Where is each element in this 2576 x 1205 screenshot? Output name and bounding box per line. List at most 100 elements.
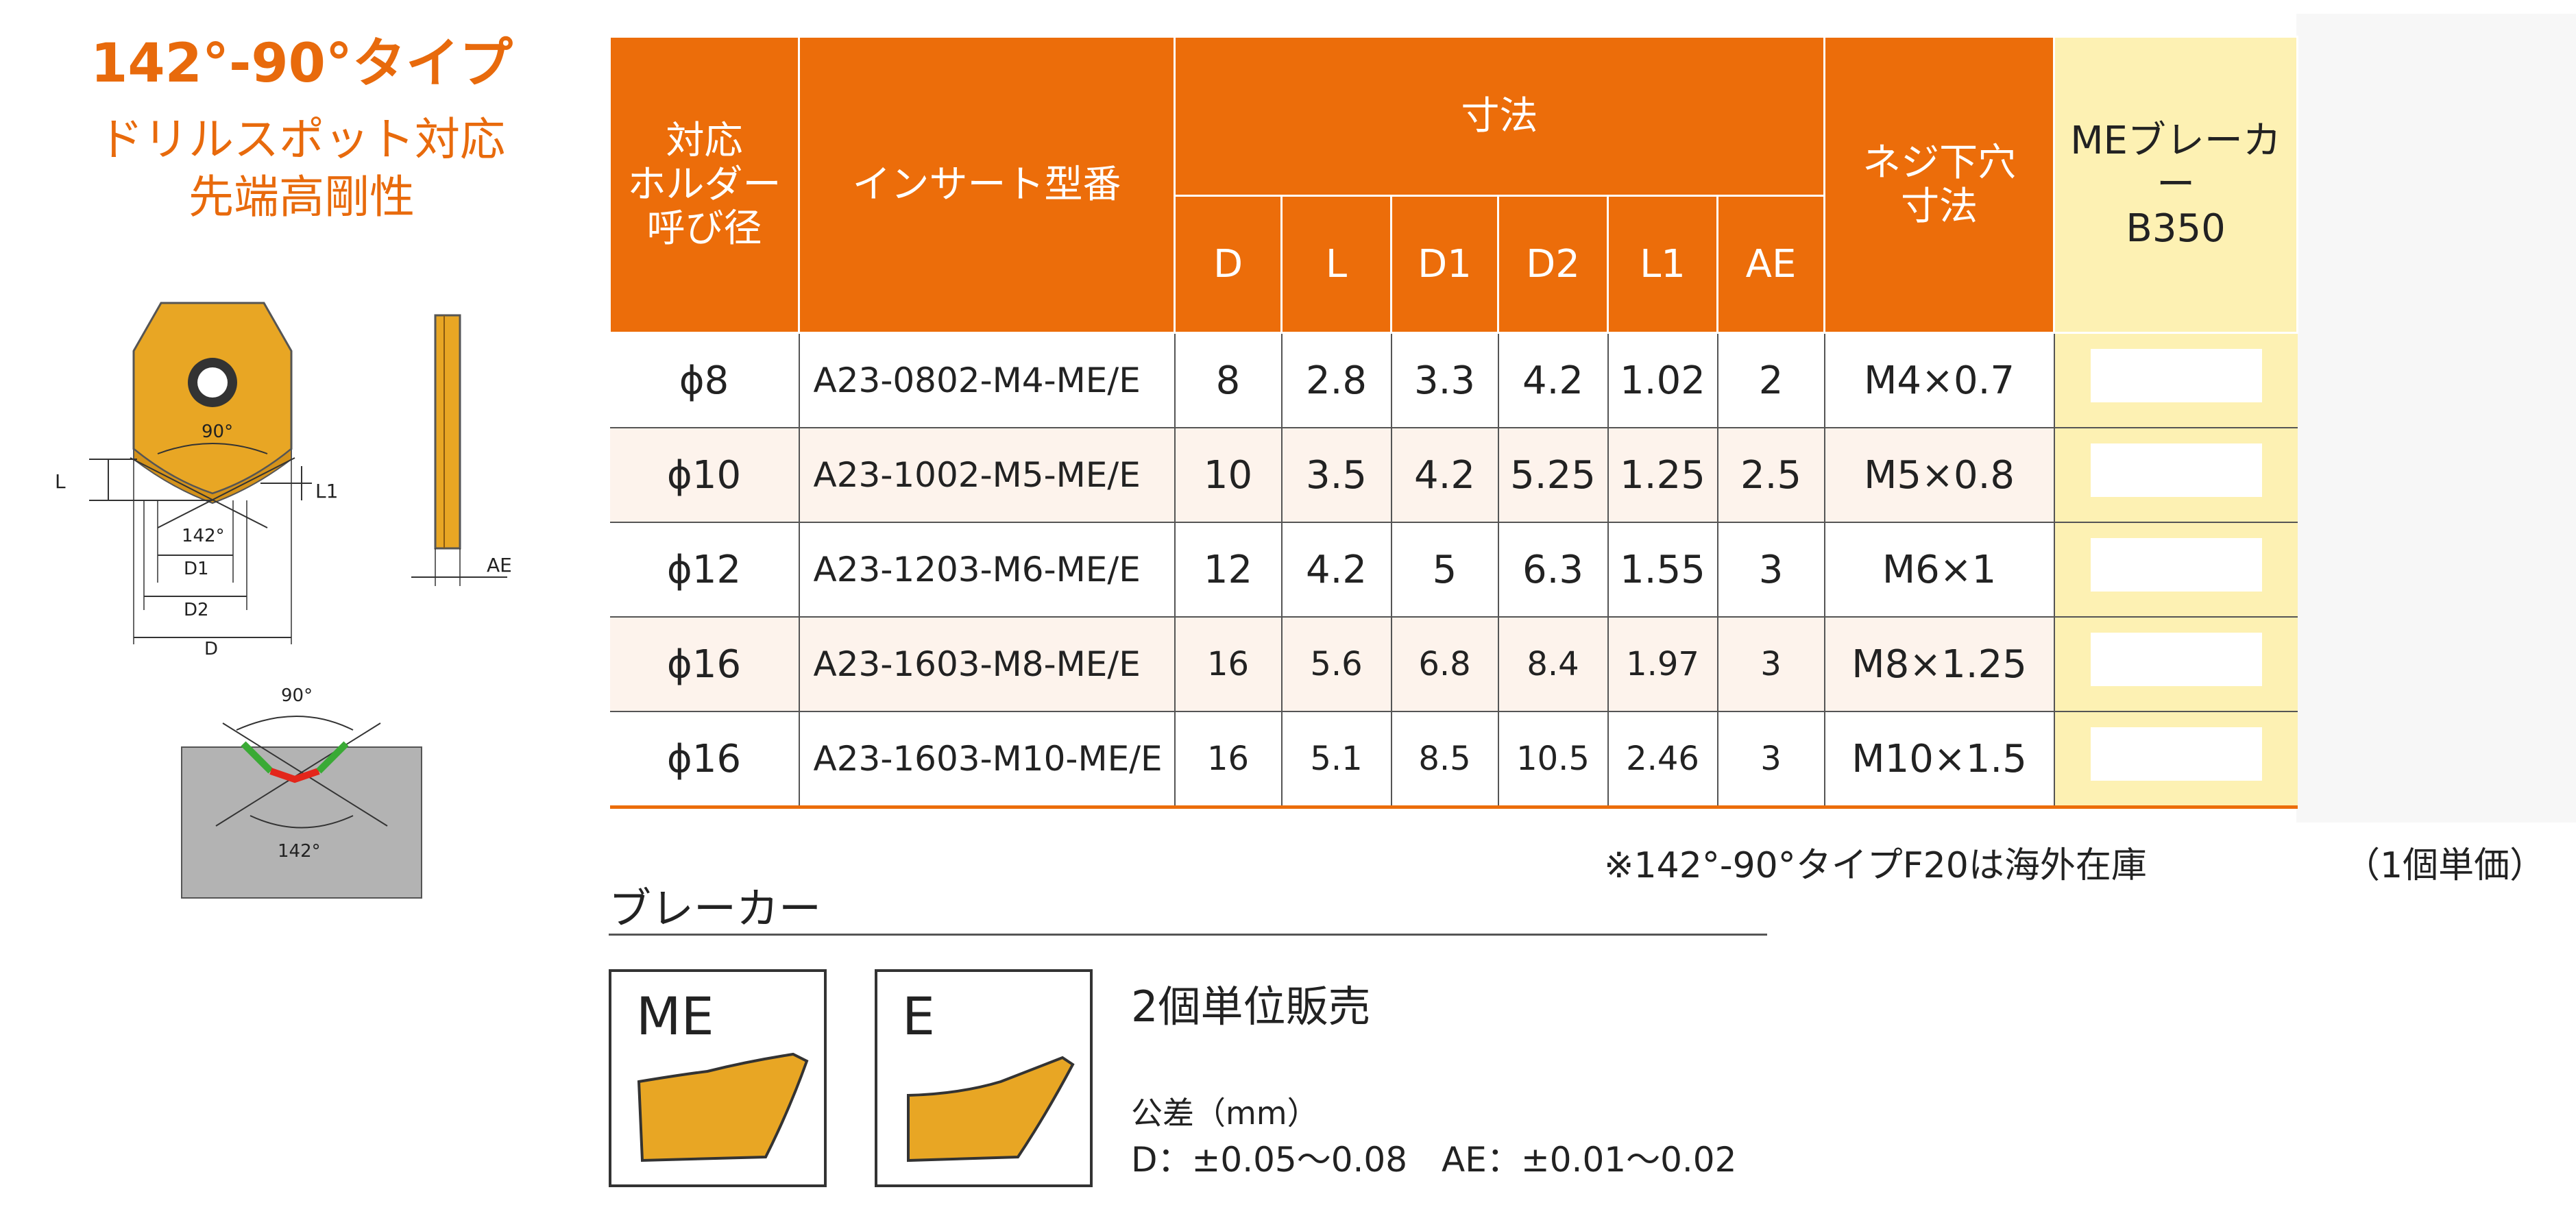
header-dim-l1: L1 <box>1607 195 1718 334</box>
subtitle-line: ドリルスポット対応 <box>98 113 505 166</box>
header-dim-d1: D1 <box>1390 195 1499 334</box>
cell-l: 5.6 <box>1281 617 1392 712</box>
header-dim-d2: D2 <box>1497 195 1609 334</box>
table-row: ϕ16 A23-1603-M8-ME/E 16 5.6 6.8 8.4 1.97… <box>609 617 2298 712</box>
header-thread-line: 寸法 <box>1901 184 1978 229</box>
cell-d: 16 <box>1174 617 1283 712</box>
price-blank <box>2090 349 2262 402</box>
price-blank <box>2090 727 2262 781</box>
table-row: ϕ10 A23-1002-M5-ME/E 10 3.5 4.2 5.25 1.2… <box>609 428 2298 523</box>
table-row: ϕ8 A23-0802-M4-ME/E 8 2.8 3.3 4.2 1.02 2… <box>609 332 2298 428</box>
breaker-heading: ブレーカー <box>609 884 822 934</box>
cell-ae: 2.5 <box>1717 428 1825 523</box>
cell-d1: 8.5 <box>1391 711 1499 809</box>
cell-l1: 1.02 <box>1607 332 1718 428</box>
drilling-diagram: 90° 142° <box>181 685 422 899</box>
cell-d: 16 <box>1174 711 1283 809</box>
header-dim-l: L <box>1280 195 1392 334</box>
cell-l1: 1.25 <box>1607 428 1718 523</box>
cell-thread: M5×0.8 <box>1824 428 2055 523</box>
cell-me-price <box>2054 617 2298 712</box>
header-me-line: MEブレーカー <box>2070 118 2281 207</box>
cell-l: 2.8 <box>1281 332 1392 428</box>
cell-model: A23-1203-M6-ME/E <box>799 522 1176 618</box>
cell-thread: M10×1.5 <box>1824 711 2055 809</box>
price-blank <box>2090 443 2262 497</box>
breaker-e-box: E <box>875 969 1093 1187</box>
cell-thread: M6×1 <box>1824 522 2055 618</box>
cell-ae: 3 <box>1717 522 1825 618</box>
page-subtitle: ドリルスポット対応 先端高剛性 <box>55 111 548 226</box>
cell-d: 10 <box>1174 428 1283 523</box>
cell-l1: 1.97 <box>1607 617 1718 712</box>
cell-ae: 3 <box>1717 711 1825 809</box>
workpiece-block <box>181 746 422 899</box>
tolerance-title: 公差（mm） <box>1131 1095 1319 1132</box>
price-blank <box>2090 633 2262 686</box>
angle-142-lower-label: 142° <box>278 841 321 862</box>
cell-ae: 2 <box>1717 332 1825 428</box>
cell-d: 12 <box>1174 522 1283 618</box>
table-row: ϕ12 A23-1203-M6-ME/E 12 4.2 5 6.3 1.55 3… <box>609 522 2298 618</box>
cell-model: A23-1002-M5-ME/E <box>799 428 1176 523</box>
header-insert-model: インサート型番 <box>798 36 1176 334</box>
breaker-me-box: ME <box>609 969 827 1187</box>
cell-l: 3.5 <box>1281 428 1392 523</box>
cell-me-price <box>2054 428 2298 523</box>
cell-me-price <box>2054 332 2298 428</box>
cell-l: 5.1 <box>1281 711 1392 809</box>
header-holder-line: 対応 <box>666 118 743 163</box>
insert-side-view: AE <box>411 314 512 586</box>
cell-me-price <box>2054 522 2298 618</box>
angle-142-label: 142° <box>182 526 225 546</box>
header-me-line: B350 <box>2126 206 2226 251</box>
cell-l: 4.2 <box>1281 522 1392 618</box>
background-strip <box>2296 14 2576 823</box>
table-row: ϕ16 A23-1603-M10-ME/E 16 5.1 8.5 10.5 2.… <box>609 711 2298 809</box>
breaker-e-shape <box>907 1056 1075 1163</box>
dim-d-label: D <box>204 639 218 658</box>
section-divider <box>609 934 1767 936</box>
cell-d2: 4.2 <box>1498 332 1609 428</box>
cell-holder: ϕ16 <box>609 711 800 809</box>
cell-l1: 2.46 <box>1607 711 1718 809</box>
dim-d2-label: D2 <box>184 600 209 620</box>
cell-holder: ϕ16 <box>609 617 800 712</box>
angle-90-lower-label: 90° <box>281 685 313 706</box>
cell-model: A23-1603-M8-ME/E <box>799 617 1176 712</box>
header-thread: ネジ下穴 寸法 <box>1823 36 2056 334</box>
header-dim-d: D <box>1174 195 1283 334</box>
header-me-breaker: MEブレーカー B350 <box>2053 36 2299 334</box>
breaker-me-label: ME <box>636 986 714 1047</box>
cell-d2: 10.5 <box>1498 711 1609 809</box>
subtitle-line: 先端高剛性 <box>189 171 415 223</box>
cell-d2: 6.3 <box>1498 522 1609 618</box>
cell-thread: M4×0.7 <box>1824 332 2055 428</box>
cell-ae: 3 <box>1717 617 1825 712</box>
insert-dimension-drawing: 90° L L1 142° D1 D2 D <box>55 302 338 658</box>
header-dimensions: 寸法 <box>1173 36 1826 197</box>
cell-holder: ϕ8 <box>609 332 800 428</box>
cell-d1: 6.8 <box>1391 617 1499 712</box>
cell-d2: 5.25 <box>1498 428 1609 523</box>
angle-90-label: 90° <box>202 422 233 442</box>
header-dim-ae: AE <box>1716 195 1826 334</box>
header-holder: 対応 ホルダー 呼び径 <box>609 36 800 334</box>
cell-holder: ϕ10 <box>609 428 800 523</box>
header-holder-line: ホルダー <box>627 162 781 207</box>
price-blank <box>2090 538 2262 592</box>
dim-ae-label: AE <box>487 554 512 576</box>
stock-note: ※142°-90°タイプF20は海外在庫 <box>1604 845 2147 886</box>
cell-model: A23-0802-M4-ME/E <box>799 332 1176 428</box>
sold-in-pairs: 2個単位販売 <box>1131 982 1371 1032</box>
cell-d1: 3.3 <box>1391 332 1499 428</box>
unit-price-note: （1個単価） <box>2344 845 2546 886</box>
cell-d: 8 <box>1174 332 1283 428</box>
cell-holder: ϕ12 <box>609 522 800 618</box>
cell-me-price <box>2054 711 2298 809</box>
breaker-e-label: E <box>902 986 936 1047</box>
insert-side-shape <box>434 314 461 550</box>
tolerance-values: D：±0.05～0.08 AE：±0.01～0.02 <box>1131 1140 1737 1180</box>
page-title: 142°-90°タイプ <box>90 33 513 95</box>
cell-d1: 5 <box>1391 522 1499 618</box>
